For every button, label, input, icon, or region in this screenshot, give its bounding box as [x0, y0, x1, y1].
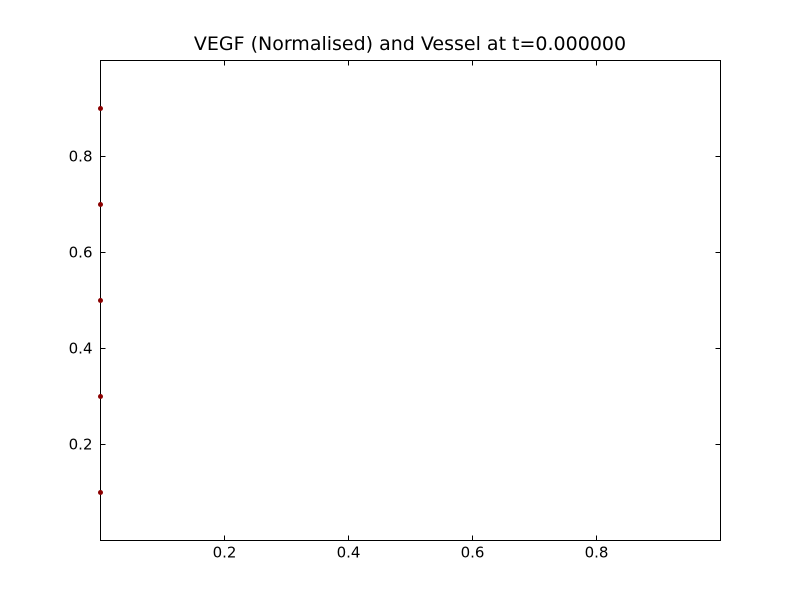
- data-point: [98, 202, 103, 207]
- x-axis-ticks: 0.2 0.4 0.6 0.8: [213, 60, 609, 562]
- y-tick-label: 0.4: [69, 340, 93, 358]
- chart-title: VEGF (Normalised) and Vessel at t=0.0000…: [194, 33, 626, 55]
- x-tick-label: 0.4: [337, 544, 361, 562]
- y-tick-label: 0.8: [69, 148, 93, 166]
- data-point: [98, 490, 103, 495]
- y-tick-label: 0.2: [69, 436, 93, 454]
- x-tick-label: 0.8: [585, 544, 609, 562]
- x-tick-label: 0.6: [461, 544, 485, 562]
- data-points: [98, 106, 103, 495]
- plot-area: [100, 60, 721, 541]
- x-tick-label: 0.2: [213, 544, 237, 562]
- y-axis-ticks: 0.2 0.4 0.6 0.8: [69, 148, 721, 454]
- y-tick-label: 0.6: [69, 244, 93, 262]
- data-point: [98, 394, 103, 399]
- data-point: [98, 106, 103, 111]
- data-point: [98, 298, 103, 303]
